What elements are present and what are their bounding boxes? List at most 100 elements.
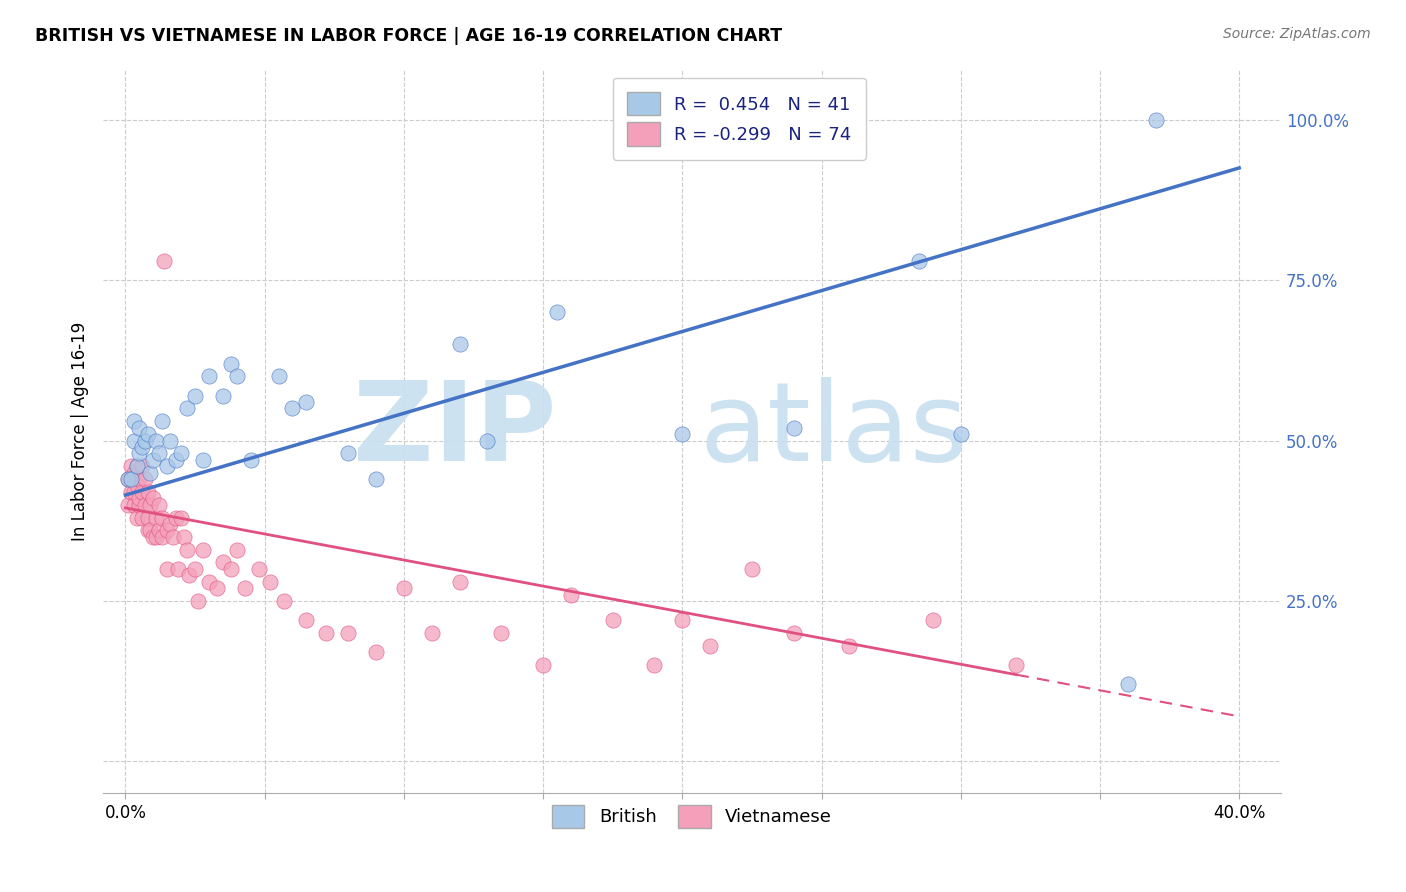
Point bbox=[125, 459, 148, 474]
Point bbox=[643, 658, 665, 673]
Point bbox=[225, 369, 247, 384]
Point bbox=[184, 389, 207, 403]
Point bbox=[259, 574, 281, 589]
Point bbox=[120, 472, 142, 486]
Point bbox=[295, 395, 318, 409]
Text: atlas: atlas bbox=[699, 377, 967, 484]
Point bbox=[267, 369, 290, 384]
Point bbox=[120, 484, 142, 499]
Point bbox=[142, 491, 165, 506]
Point bbox=[491, 626, 513, 640]
Point bbox=[212, 556, 235, 570]
Point bbox=[145, 434, 167, 448]
Y-axis label: In Labor Force | Age 16-19: In Labor Force | Age 16-19 bbox=[72, 321, 89, 541]
Point bbox=[741, 562, 763, 576]
Point bbox=[134, 434, 156, 448]
Point bbox=[128, 421, 150, 435]
Point bbox=[602, 613, 624, 627]
Point bbox=[156, 524, 179, 538]
Point bbox=[131, 440, 153, 454]
Point bbox=[117, 498, 139, 512]
Point bbox=[908, 254, 931, 268]
Point bbox=[420, 626, 443, 640]
Point bbox=[145, 510, 167, 524]
Point bbox=[392, 581, 415, 595]
Point bbox=[1116, 677, 1139, 691]
Point bbox=[247, 562, 270, 576]
Text: BRITISH VS VIETNAMESE IN LABOR FORCE | AGE 16-19 CORRELATION CHART: BRITISH VS VIETNAMESE IN LABOR FORCE | A… bbox=[35, 27, 782, 45]
Point bbox=[156, 459, 179, 474]
Point bbox=[125, 510, 148, 524]
Point bbox=[120, 472, 142, 486]
Point bbox=[148, 524, 170, 538]
Point bbox=[337, 626, 360, 640]
Point bbox=[782, 626, 804, 640]
Point bbox=[122, 466, 145, 480]
Point bbox=[219, 357, 242, 371]
Point bbox=[136, 427, 159, 442]
Point bbox=[165, 452, 187, 467]
Point bbox=[233, 581, 256, 595]
Point bbox=[136, 484, 159, 499]
Point bbox=[184, 562, 207, 576]
Point bbox=[193, 542, 215, 557]
Text: Source: ZipAtlas.com: Source: ZipAtlas.com bbox=[1223, 27, 1371, 41]
Point bbox=[176, 401, 198, 416]
Point bbox=[165, 510, 187, 524]
Point bbox=[173, 530, 195, 544]
Point bbox=[212, 389, 235, 403]
Point bbox=[560, 587, 582, 601]
Point bbox=[170, 446, 193, 460]
Point bbox=[122, 434, 145, 448]
Point bbox=[477, 434, 499, 448]
Point bbox=[125, 459, 148, 474]
Point bbox=[125, 478, 148, 492]
Point bbox=[122, 484, 145, 499]
Point bbox=[1005, 658, 1028, 673]
Point bbox=[364, 472, 387, 486]
Point bbox=[150, 510, 173, 524]
Point bbox=[117, 472, 139, 486]
Point bbox=[134, 472, 156, 486]
Point bbox=[128, 446, 150, 460]
Point bbox=[139, 498, 162, 512]
Point bbox=[699, 639, 721, 653]
Point bbox=[225, 542, 247, 557]
Point bbox=[449, 337, 471, 351]
Point bbox=[120, 459, 142, 474]
Point bbox=[167, 562, 190, 576]
Point bbox=[671, 613, 693, 627]
Point bbox=[142, 452, 165, 467]
Point bbox=[139, 466, 162, 480]
Point bbox=[207, 581, 229, 595]
Point bbox=[449, 574, 471, 589]
Point bbox=[162, 530, 184, 544]
Point bbox=[922, 613, 945, 627]
Point bbox=[128, 491, 150, 506]
Point bbox=[949, 427, 972, 442]
Point bbox=[136, 524, 159, 538]
Point bbox=[145, 530, 167, 544]
Point bbox=[281, 401, 304, 416]
Point bbox=[273, 594, 295, 608]
Point bbox=[546, 305, 568, 319]
Point bbox=[128, 498, 150, 512]
Point bbox=[198, 574, 221, 589]
Point bbox=[159, 516, 181, 531]
Point bbox=[131, 459, 153, 474]
Text: ZIP: ZIP bbox=[353, 377, 557, 484]
Point bbox=[782, 421, 804, 435]
Point bbox=[153, 254, 176, 268]
Point bbox=[148, 446, 170, 460]
Point bbox=[136, 510, 159, 524]
Point bbox=[193, 452, 215, 467]
Point bbox=[239, 452, 262, 467]
Point bbox=[122, 498, 145, 512]
Point bbox=[142, 530, 165, 544]
Point bbox=[170, 510, 193, 524]
Point bbox=[148, 498, 170, 512]
Point bbox=[150, 530, 173, 544]
Point bbox=[150, 414, 173, 428]
Point bbox=[156, 562, 179, 576]
Point bbox=[139, 524, 162, 538]
